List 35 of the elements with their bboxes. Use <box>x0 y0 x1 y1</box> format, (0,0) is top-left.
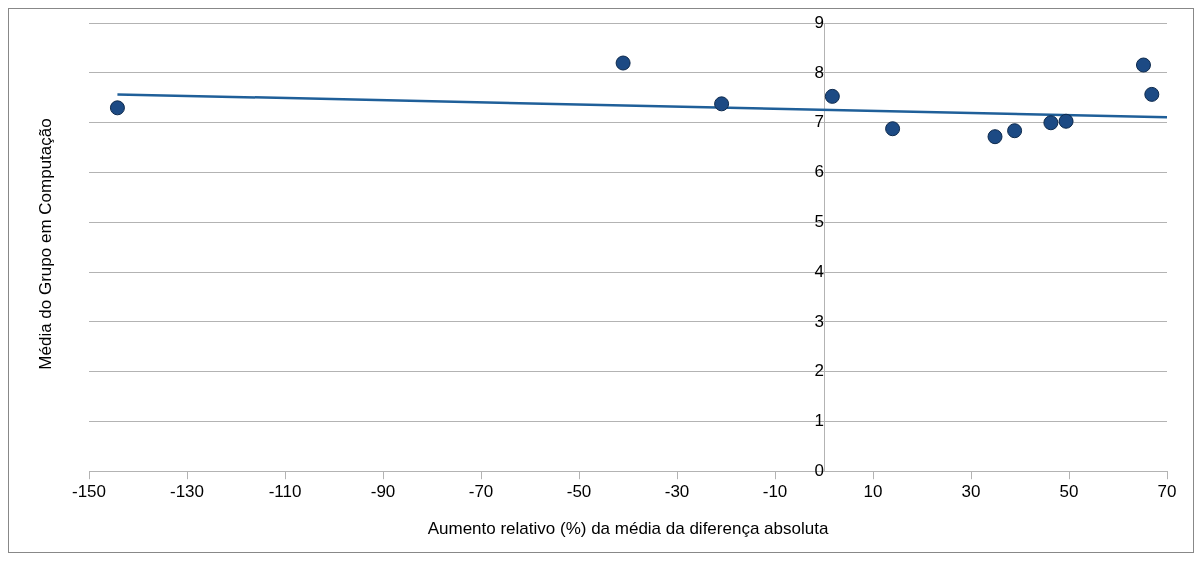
point <box>1007 123 1023 139</box>
point <box>1144 86 1160 102</box>
x-tick-label: -50 <box>566 482 592 502</box>
y-tick-label: 2 <box>814 361 824 381</box>
point <box>1135 57 1151 73</box>
x-tick-label: -30 <box>664 482 690 502</box>
x-tick-label: -10 <box>762 482 788 502</box>
x-tick-label: 10 <box>863 482 883 502</box>
x-tick-label: 70 <box>1157 482 1177 502</box>
x-tick-label: -90 <box>370 482 396 502</box>
y-tick-label: 1 <box>814 411 824 431</box>
x-tick-label: -70 <box>468 482 494 502</box>
point <box>615 55 631 71</box>
point <box>1058 113 1074 129</box>
point <box>885 121 901 137</box>
y-tick-label: 7 <box>814 112 824 132</box>
y-axis-title: Média do Grupo em Computação <box>36 118 56 370</box>
point <box>714 96 730 112</box>
x-tick-label: -130 <box>170 482 205 502</box>
x-tick-label: -110 <box>268 482 302 502</box>
point <box>1043 115 1059 131</box>
x-axis-title: Aumento relativo (%) da média da diferença absoluta <box>427 519 829 539</box>
y-tick-label: 9 <box>814 12 824 32</box>
y-tick-label: 5 <box>814 212 824 231</box>
y-tick-label: 8 <box>814 62 824 82</box>
point <box>987 129 1003 145</box>
y-tick-label: 0 <box>814 460 824 480</box>
x-tick-label: -150 <box>72 482 107 502</box>
y-tick-label: 6 <box>814 162 824 182</box>
y-tick-label: 4 <box>814 261 824 281</box>
y-tick-label: 3 <box>814 311 824 331</box>
point <box>824 88 840 104</box>
x-tick-label: 30 <box>961 482 981 502</box>
point <box>109 100 125 116</box>
x-tick-label: 50 <box>1059 482 1079 502</box>
